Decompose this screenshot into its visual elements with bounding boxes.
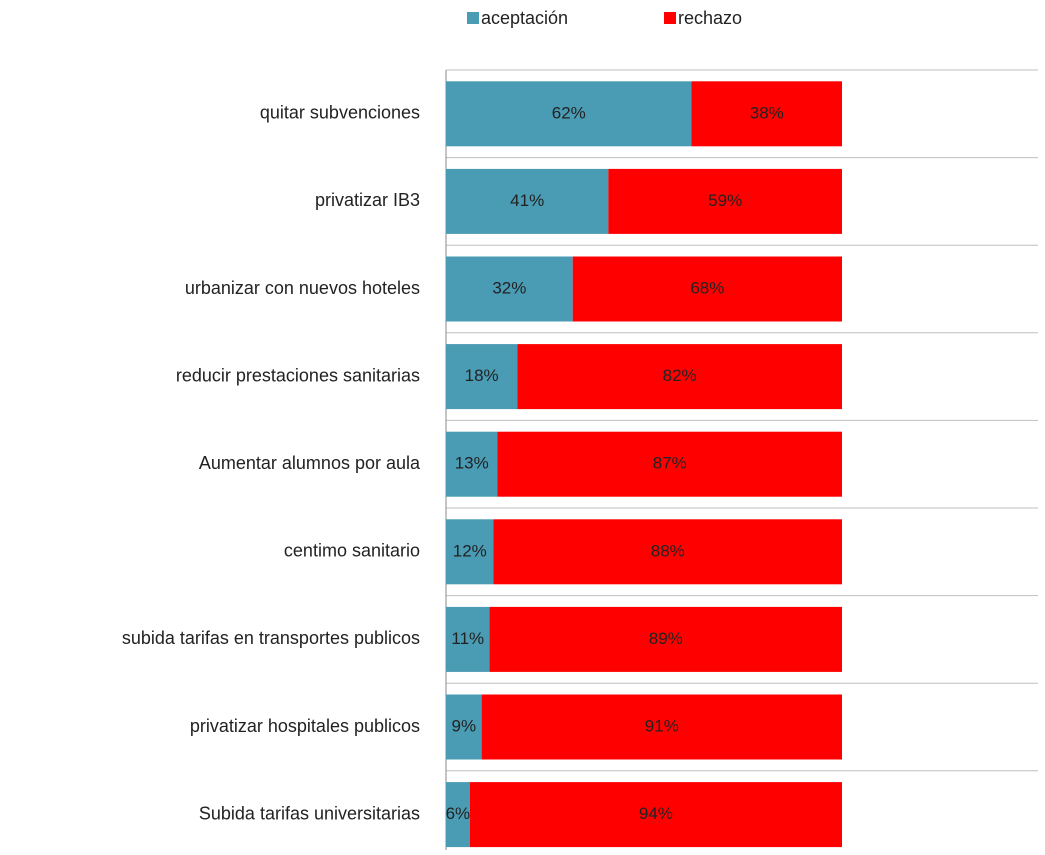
value-label: 87% — [653, 454, 687, 473]
bar-segment — [517, 344, 842, 410]
legend-swatch — [664, 12, 676, 24]
category-label: privatizar IB3 — [315, 190, 420, 210]
bar-segment — [493, 519, 842, 585]
value-label: 62% — [552, 103, 586, 122]
value-label: 12% — [453, 541, 487, 560]
value-label: 6% — [446, 804, 471, 823]
category-label: centimo sanitario — [284, 541, 420, 561]
bar-segment — [446, 782, 470, 848]
bar-segment — [481, 694, 842, 760]
value-label: 11% — [451, 629, 484, 648]
category-label: reducir prestaciones sanitarias — [176, 365, 420, 385]
value-label: 13% — [455, 454, 489, 473]
value-label: 94% — [639, 804, 673, 823]
bar-segment — [608, 168, 842, 234]
category-label: subida tarifas en transportes publicos — [122, 628, 420, 648]
bar-segment — [446, 344, 518, 410]
legend-label: aceptación — [481, 8, 568, 28]
category-label: Subida tarifas universitarias — [199, 803, 420, 823]
value-label: 59% — [708, 191, 742, 210]
bar-segment — [446, 606, 490, 672]
bar-segment — [497, 431, 842, 497]
value-label: 9% — [452, 716, 477, 735]
bar-segment — [489, 606, 842, 672]
bar-segment — [691, 81, 842, 147]
bar-segment — [446, 694, 482, 760]
value-label: 68% — [690, 278, 724, 297]
bar-segment — [446, 168, 609, 234]
bar-segment — [446, 81, 692, 147]
value-label: 82% — [663, 366, 697, 385]
bar-segment — [446, 431, 498, 497]
category-label: privatizar hospitales publicos — [190, 716, 420, 736]
bar-segment — [446, 256, 573, 322]
bar-segment — [446, 519, 494, 585]
category-label: urbanizar con nuevos hoteles — [185, 278, 420, 298]
legend-swatch — [467, 12, 479, 24]
value-label: 38% — [750, 103, 784, 122]
value-label: 18% — [465, 366, 499, 385]
bar-segment — [469, 782, 842, 848]
bar-segment — [572, 256, 842, 322]
value-label: 88% — [651, 541, 685, 560]
value-label: 89% — [649, 629, 683, 648]
legend-label: rechazo — [678, 8, 742, 28]
value-label: 91% — [645, 716, 679, 735]
category-label: Aumentar alumnos por aula — [199, 453, 421, 473]
value-label: 32% — [492, 278, 526, 297]
category-label: quitar subvenciones — [260, 103, 420, 123]
value-label: 41% — [510, 191, 544, 210]
